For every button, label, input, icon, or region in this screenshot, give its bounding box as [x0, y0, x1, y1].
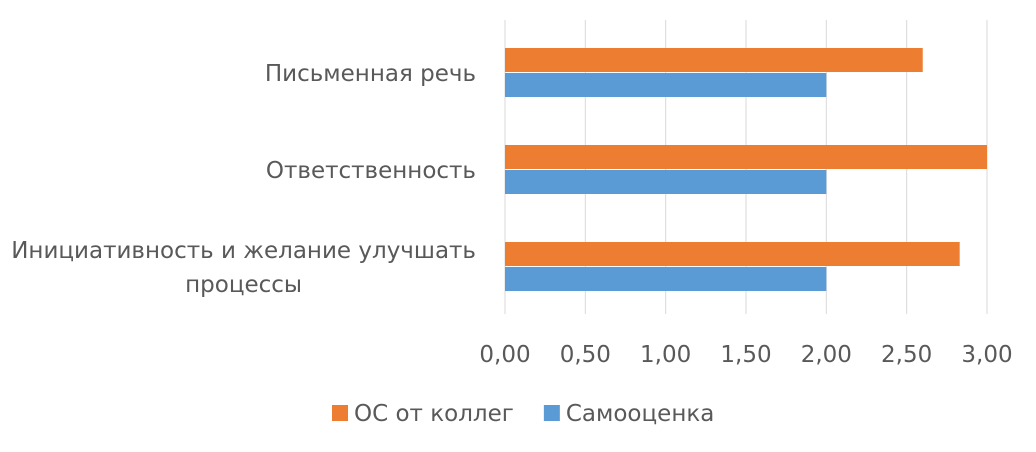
x-tick-label: 0,00	[479, 342, 530, 368]
bar-os-ot-kolleg	[505, 145, 987, 169]
x-tick-label: 3,00	[961, 342, 1012, 368]
legend-label: Самооценка	[566, 401, 714, 427]
x-tick-label: 1,50	[720, 342, 771, 368]
x-axis-tick-labels: 0,00 0,50 1,00 1,50 2,00 2,50 3,00	[479, 342, 1012, 368]
legend-label: ОС от коллег	[354, 401, 514, 427]
x-tick-label: 1,00	[640, 342, 691, 368]
legend-swatch	[332, 405, 348, 421]
category-label-line: процессы	[185, 272, 302, 298]
category-label: Письменная речь	[265, 61, 476, 87]
bar-samoocenka	[505, 170, 827, 194]
legend: ОС от коллег Самооценка	[332, 401, 714, 427]
bar-os-ot-kolleg	[505, 48, 923, 72]
bar-samoocenka	[505, 73, 827, 97]
legend-swatch	[543, 405, 560, 421]
category-label: Ответственность	[266, 158, 476, 184]
category-labels: Письменная речь Ответственность Инициативн…	[11, 61, 476, 298]
x-tick-label: 0,50	[560, 342, 611, 368]
x-tick-label: 2,00	[801, 342, 852, 368]
category-label-line: Инициативность и желание улучшать	[11, 238, 476, 264]
bar-os-ot-kolleg	[505, 242, 960, 266]
bars	[505, 48, 987, 291]
x-tick-label: 2,50	[881, 342, 932, 368]
bar-samoocenka	[505, 267, 827, 291]
